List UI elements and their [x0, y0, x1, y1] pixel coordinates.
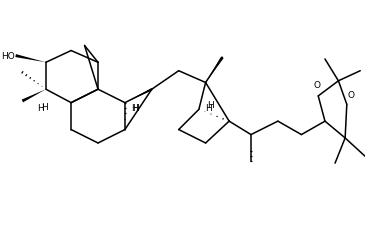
Polygon shape — [22, 90, 46, 103]
Polygon shape — [15, 55, 46, 63]
Text: H: H — [207, 100, 214, 110]
Text: O: O — [313, 81, 320, 90]
Text: H: H — [132, 104, 138, 113]
Polygon shape — [206, 57, 224, 83]
Text: H: H — [41, 102, 48, 112]
Text: H: H — [205, 104, 212, 113]
Text: H: H — [37, 104, 44, 113]
Polygon shape — [125, 89, 152, 103]
Text: O: O — [347, 91, 355, 100]
Text: HO: HO — [1, 52, 15, 61]
Text: H: H — [131, 104, 138, 113]
